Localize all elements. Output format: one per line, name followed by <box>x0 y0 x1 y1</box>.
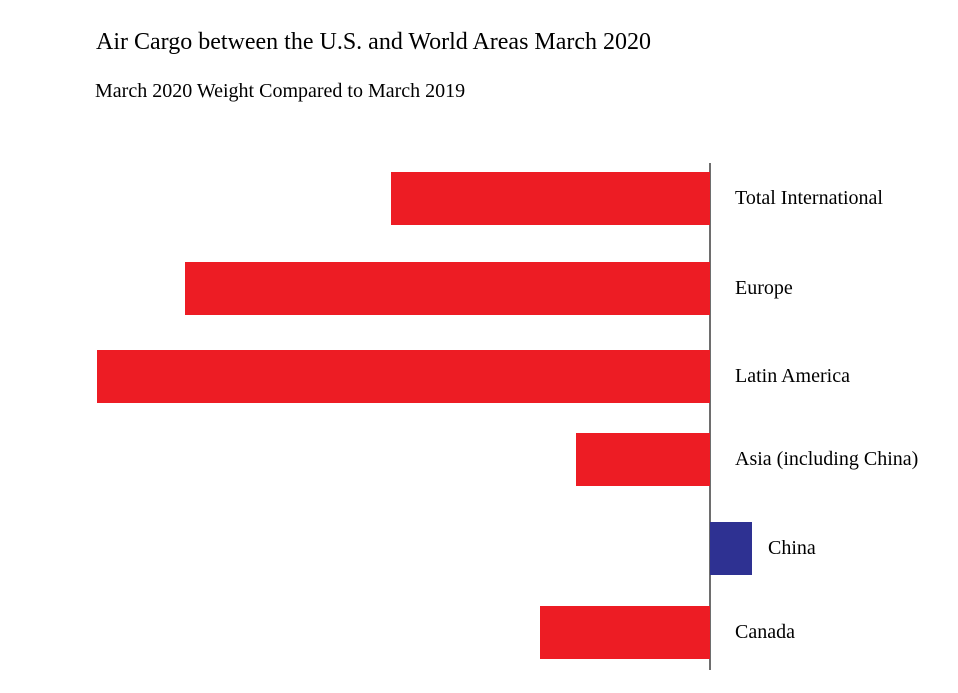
category-label: China <box>768 537 816 559</box>
category-label: Asia (including China) <box>735 448 919 470</box>
chart-subtitle: March 2020 Weight Compared to March 2019 <box>95 80 466 102</box>
negative-bar <box>575 433 710 486</box>
negative-bar <box>185 262 710 315</box>
negative-bar <box>96 350 710 403</box>
category-label: Canada <box>735 621 795 643</box>
negative-bar <box>539 606 710 659</box>
positive-bar <box>710 522 752 575</box>
category-label: Total International <box>735 187 883 209</box>
category-label: Latin America <box>735 365 850 387</box>
negative-bar <box>390 172 710 225</box>
chart-title: Air Cargo between the U.S. and World Are… <box>96 29 652 55</box>
category-label: Europe <box>735 277 793 299</box>
y-axis-line <box>709 163 711 670</box>
